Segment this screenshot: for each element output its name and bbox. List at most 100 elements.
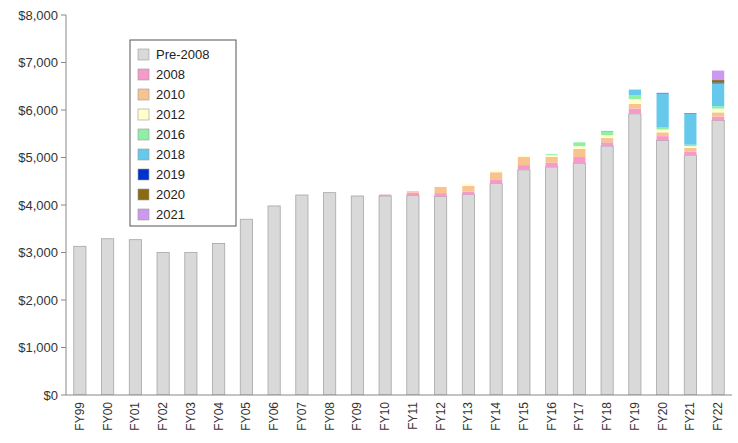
x-tick-label: FY15 xyxy=(517,402,531,431)
bar-segment xyxy=(712,71,724,81)
bar-segment xyxy=(462,184,474,185)
legend-label: 2016 xyxy=(156,127,185,142)
bar-segment xyxy=(296,195,308,196)
bar-segment xyxy=(268,205,280,206)
bar-segment xyxy=(129,239,141,240)
bar-segment xyxy=(712,112,724,116)
bar-segment xyxy=(74,246,86,247)
x-tick-label: FY01 xyxy=(128,402,142,431)
y-tick-label: $2,000 xyxy=(18,293,58,308)
bar-segment xyxy=(407,196,419,396)
bar-segment xyxy=(629,114,641,395)
chart: $0$1,000$2,000$3,000$4,000$5,000$6,000$7… xyxy=(0,0,738,443)
bar-segment xyxy=(379,194,391,195)
bar-segment xyxy=(213,243,225,244)
bar-segment xyxy=(712,83,724,106)
bar-segment xyxy=(74,246,86,247)
y-tick-label: $3,000 xyxy=(18,245,58,260)
bar-segment xyxy=(407,191,419,192)
bar-segment xyxy=(351,195,363,196)
bar-segment xyxy=(324,192,336,193)
bar-segment xyxy=(435,186,447,187)
bar-segment xyxy=(601,138,613,142)
bar-segment xyxy=(351,195,363,196)
y-tick xyxy=(61,62,66,63)
bar-segment xyxy=(185,252,197,253)
bar-segment xyxy=(102,238,114,239)
bar-segment xyxy=(518,170,530,395)
bar-segment xyxy=(102,238,114,239)
bar-segment xyxy=(157,252,169,253)
y-tick xyxy=(61,157,66,158)
bar-segment xyxy=(573,146,585,149)
bar-segment xyxy=(268,205,280,206)
y-tick xyxy=(61,110,66,111)
bar-segment xyxy=(629,95,641,99)
legend-swatch xyxy=(138,129,149,140)
bar-segment xyxy=(351,195,363,196)
bar-segment xyxy=(129,239,141,240)
bar-segment xyxy=(462,184,474,185)
bar-segment xyxy=(296,195,308,395)
bar-segment xyxy=(518,155,530,156)
bar-segment xyxy=(240,219,252,220)
y-tick-label: $7,000 xyxy=(18,55,58,70)
legend-label: 2018 xyxy=(156,147,185,162)
bar-segment xyxy=(546,167,558,395)
bar-segment xyxy=(712,106,724,108)
bar-segment xyxy=(546,157,558,163)
bar-segment xyxy=(296,195,308,196)
bar-segment xyxy=(684,114,696,145)
bar-segment xyxy=(129,239,141,240)
x-tick-label: FY19 xyxy=(628,402,642,431)
bar-segment xyxy=(573,157,585,163)
bar-segment xyxy=(601,135,613,138)
legend-label: 2020 xyxy=(156,187,185,202)
bar-segment xyxy=(573,142,585,143)
x-tick-label: FY08 xyxy=(323,402,337,431)
bar-segment xyxy=(324,193,336,395)
bar-segment xyxy=(462,184,474,185)
bar-segment xyxy=(240,219,252,220)
bar-segment xyxy=(157,252,169,253)
y-tick-label: $1,000 xyxy=(18,340,58,355)
bar-segment xyxy=(462,184,474,185)
bar-segment xyxy=(435,186,447,187)
bar-segment xyxy=(268,205,280,206)
bar-segment xyxy=(102,238,114,239)
bar-segment xyxy=(240,219,252,220)
x-tick-label: FY16 xyxy=(545,402,559,431)
legend: Pre-200820082010201220162018201920202021 xyxy=(130,40,236,226)
bar-segment xyxy=(546,154,558,155)
bar-segment xyxy=(601,130,613,131)
bar-segment xyxy=(213,243,225,244)
bar-segment xyxy=(629,89,641,90)
bar-segment xyxy=(102,238,114,239)
bar-segment xyxy=(490,170,502,172)
bar-segment xyxy=(518,157,530,165)
y-tick xyxy=(61,252,66,253)
bars xyxy=(74,71,724,395)
x-tick-label: FY09 xyxy=(350,402,364,431)
bar-segment xyxy=(268,205,280,206)
bar-segment xyxy=(629,109,641,114)
x-tick-label: FY20 xyxy=(656,402,670,431)
bar-segment xyxy=(712,109,724,113)
bar-segment xyxy=(684,148,696,152)
bar-segment xyxy=(573,149,585,157)
bar-segment xyxy=(684,146,696,148)
bar-segment xyxy=(490,172,502,179)
bar-segment xyxy=(462,192,474,195)
bar-segment xyxy=(157,252,169,253)
bar-segment xyxy=(490,170,502,171)
y-tick xyxy=(61,347,66,348)
bar-segment xyxy=(435,186,447,187)
bar-segment xyxy=(296,195,308,196)
bar-segment xyxy=(546,154,558,155)
bar-segment xyxy=(213,243,225,244)
bar-segment xyxy=(379,194,391,195)
bar-segment xyxy=(129,240,141,395)
bar-segment xyxy=(657,93,669,127)
bar-segment xyxy=(573,142,585,143)
legend-box xyxy=(130,40,236,226)
